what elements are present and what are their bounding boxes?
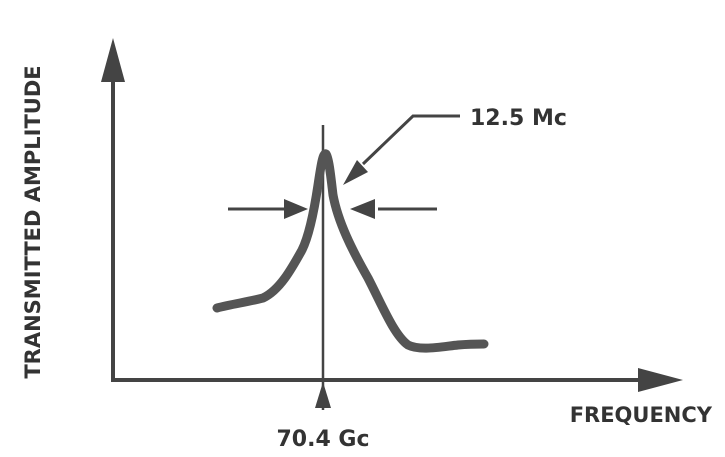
bandwidth-arrow-right-head — [350, 199, 375, 219]
center-frequency-marker-arrowhead — [315, 382, 331, 408]
bandwidth-label: 12.5 Mc — [470, 106, 567, 131]
bandwidth-callout-line — [361, 114, 460, 166]
y-axis-label: TRANSMITTED AMPLITUDE — [21, 65, 45, 378]
center-frequency-label: 70.4 Gc — [276, 427, 369, 452]
transmission-curve — [212, 149, 489, 353]
bandwidth-arrow-left-head — [284, 199, 308, 219]
x-axis-arrowhead — [638, 368, 683, 392]
bandwidth-callout-arrowhead — [343, 160, 368, 185]
x-axis-label: FREQUENCY — [570, 403, 713, 427]
y-axis-arrowhead — [101, 38, 125, 82]
